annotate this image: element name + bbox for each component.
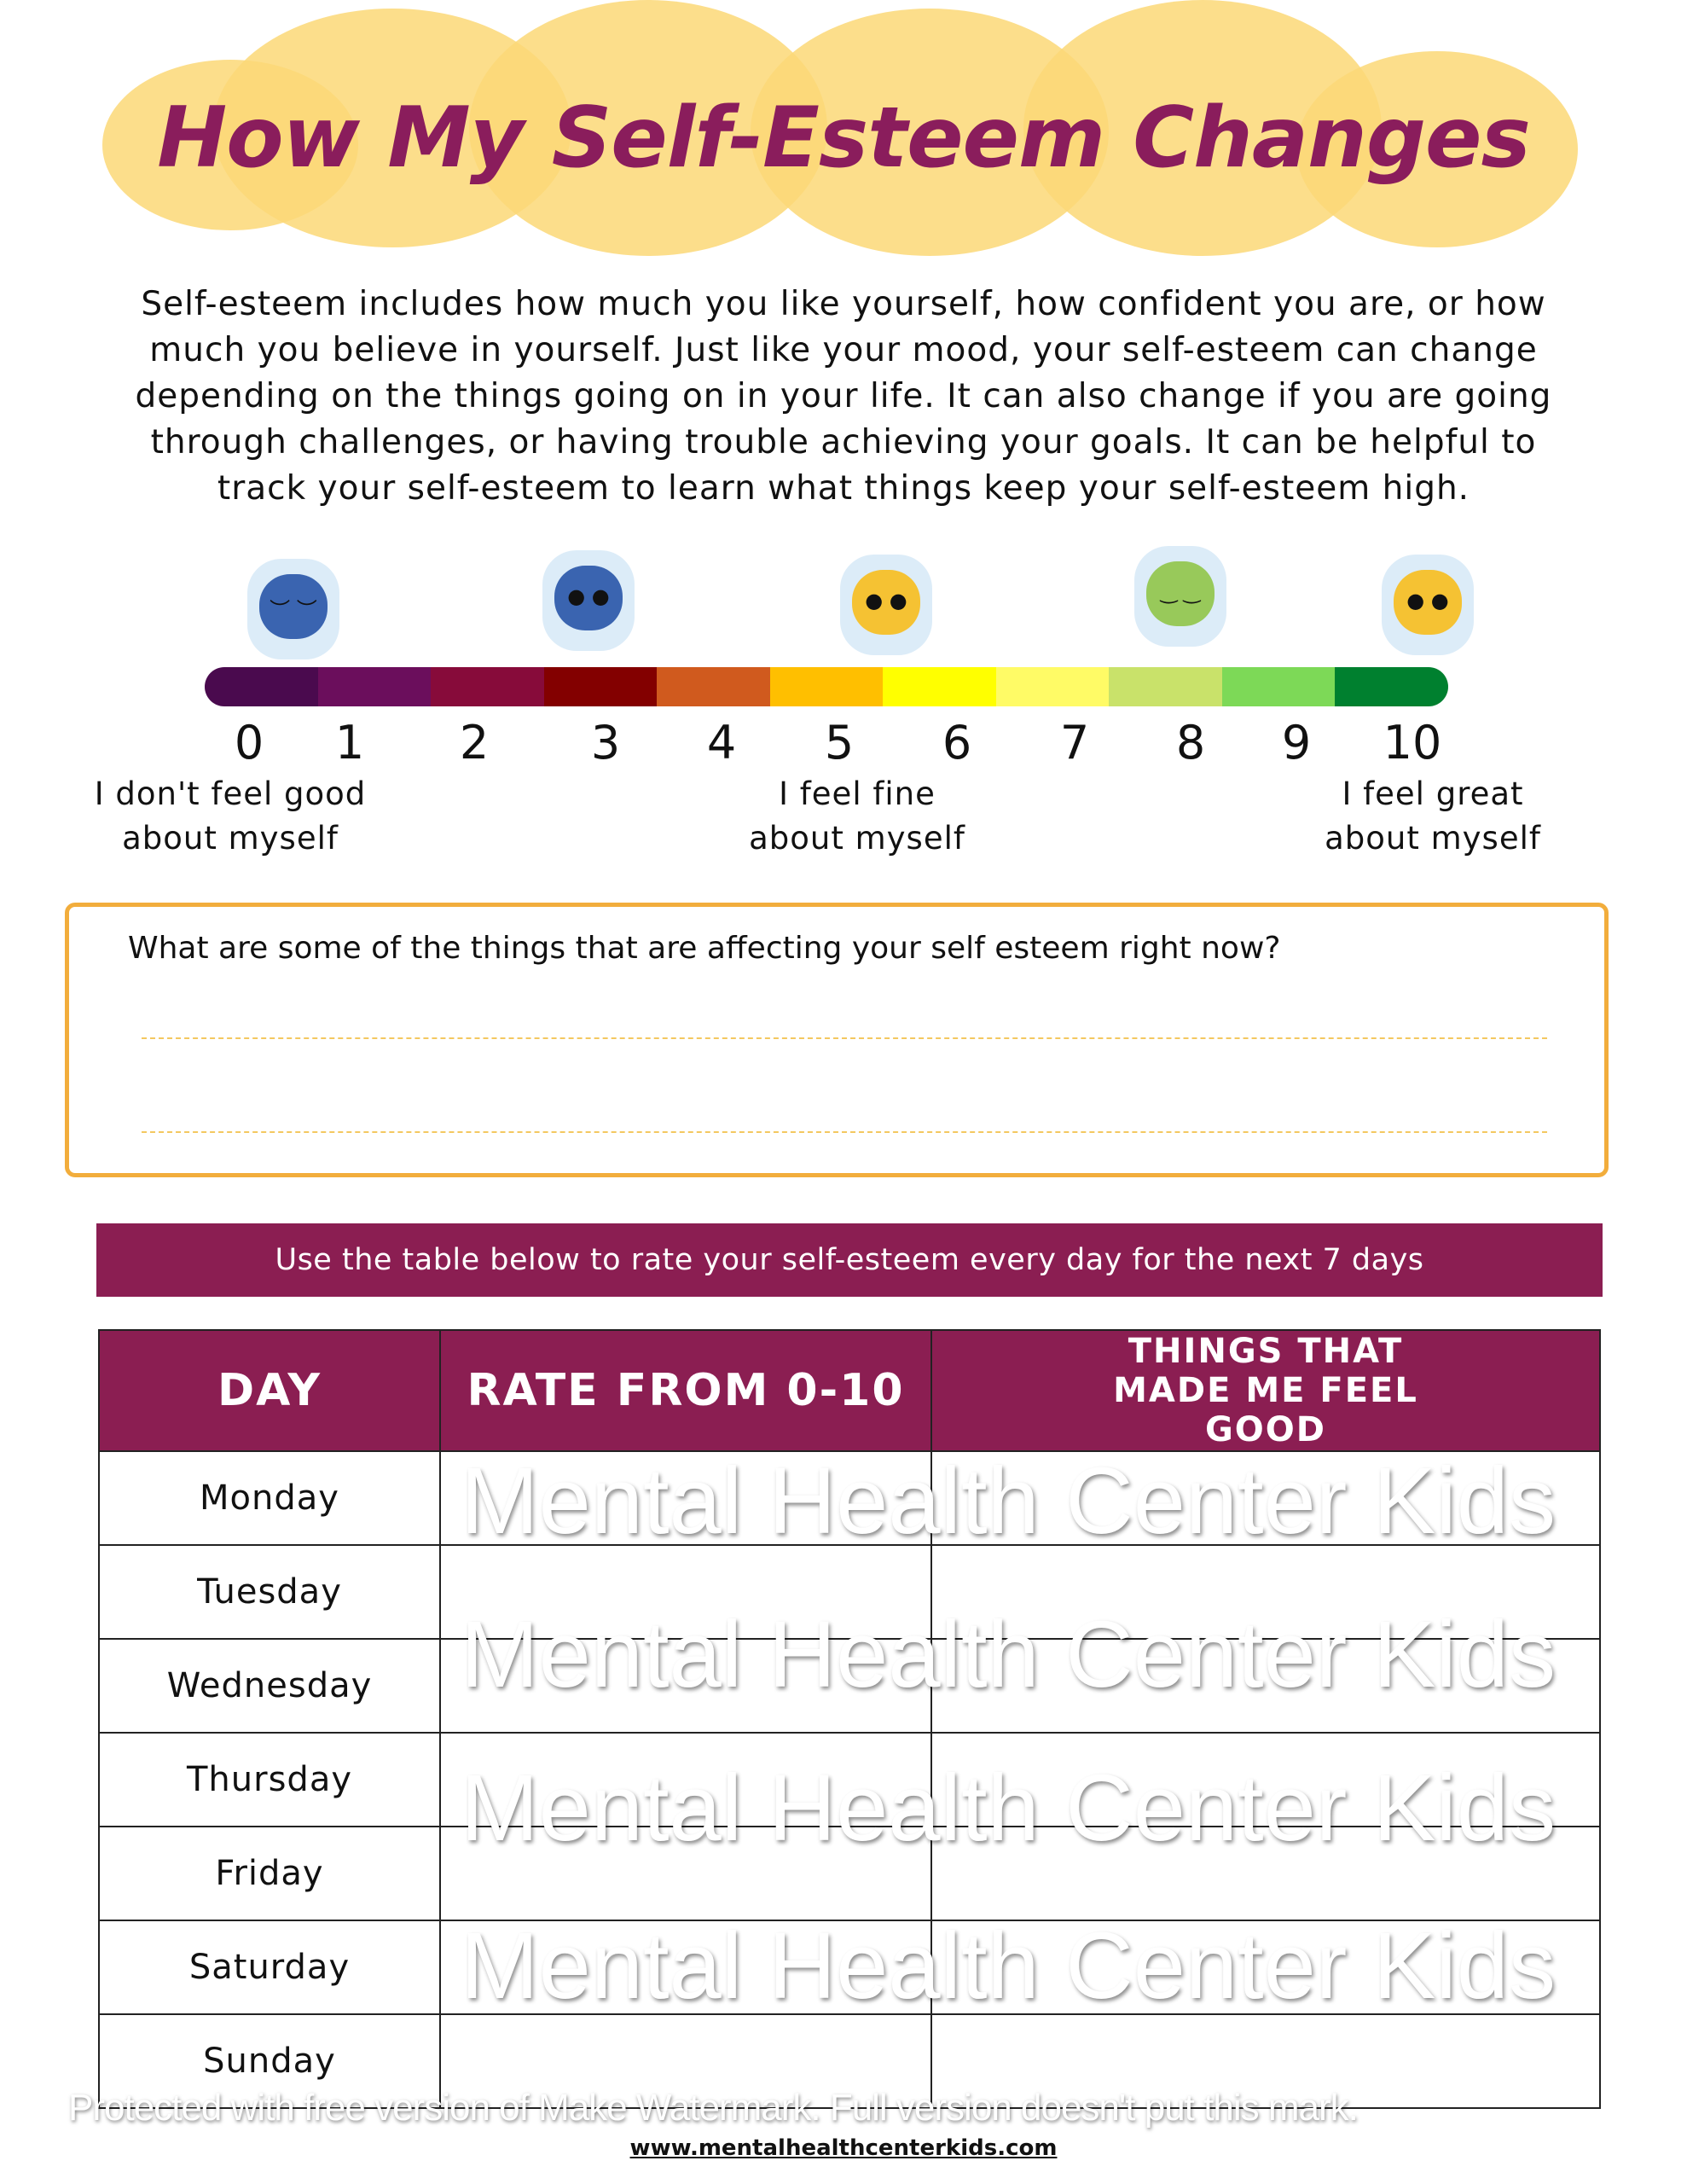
rating-table: DAY RATE FROM 0-10 THINGS THAT MADE ME F… xyxy=(98,1329,1601,2109)
watermark: Mental Health Center Kids xyxy=(461,1914,1556,2018)
scale-number: 6 xyxy=(942,716,972,770)
day-cell: Saturday xyxy=(98,1920,441,2015)
label-high-line: about myself xyxy=(1325,820,1541,857)
table-instructions-banner: Use the table below to rate your self-es… xyxy=(96,1223,1603,1297)
table-row: Saturday xyxy=(98,1920,1601,2015)
calm-green-brain-icon: ‿ ‿ xyxy=(1134,546,1226,647)
label-mid-line: about myself xyxy=(749,820,965,857)
scale-number: 0 xyxy=(234,716,264,770)
watermark: Mental Health Center Kids xyxy=(461,1602,1556,1707)
question-text: What are some of the things that are aff… xyxy=(128,931,1281,966)
rating-cell[interactable] xyxy=(439,1638,932,1734)
table-row: Thursday xyxy=(98,1732,1601,1827)
footer-link[interactable]: www.mentalhealthcenterkids.com xyxy=(629,2135,1058,2161)
scale-number: 2 xyxy=(459,716,490,770)
header-things: THINGS THAT MADE ME FEEL GOOD xyxy=(930,1329,1601,1452)
scale-segment-9 xyxy=(1221,667,1336,706)
watermark: Mental Health Center Kids xyxy=(461,1449,1556,1554)
neutral-yellow-brain-icon: ● ● xyxy=(840,555,932,655)
page-title: How My Self-Esteem Changes xyxy=(157,90,1531,187)
label-high: I feel great about myself xyxy=(1284,772,1582,861)
rating-cell[interactable] xyxy=(439,1732,932,1827)
question-box xyxy=(65,903,1609,1177)
label-low-line: I don't feel good xyxy=(94,775,367,812)
scale-number: 3 xyxy=(590,716,621,770)
things-cell[interactable] xyxy=(930,2013,1601,2109)
scale-number: 1 xyxy=(334,716,365,770)
things-cell[interactable] xyxy=(930,1450,1601,1546)
table-row: Friday xyxy=(98,1826,1601,1921)
writing-line[interactable] xyxy=(142,1131,1547,1133)
rating-cell[interactable] xyxy=(439,2013,932,2109)
header-day: DAY xyxy=(98,1329,441,1452)
table-row: Sunday xyxy=(98,2013,1601,2109)
scale-segment-0 xyxy=(205,667,318,706)
rating-cell[interactable] xyxy=(439,1544,932,1640)
scale-number: 5 xyxy=(824,716,855,770)
rating-cell[interactable] xyxy=(439,1826,932,1921)
things-cell[interactable] xyxy=(930,1826,1601,1921)
intro-paragraph: Self-esteem includes how much you like y… xyxy=(135,285,1552,508)
scale-segment-6 xyxy=(883,667,996,706)
scale-segment-8 xyxy=(1109,667,1222,706)
label-high-line: I feel great xyxy=(1342,775,1524,812)
day-cell: Tuesday xyxy=(98,1544,441,1640)
day-cell: Monday xyxy=(98,1450,441,1546)
sad-blue-brain-icon: ● ● xyxy=(542,550,635,651)
watermark: Mental Health Center Kids xyxy=(461,1756,1556,1861)
scale-segment-7 xyxy=(995,667,1110,706)
label-low-line: about myself xyxy=(122,820,339,857)
scale-number: 9 xyxy=(1281,716,1312,770)
label-mid: I feel fine about myself xyxy=(708,772,1006,861)
crying-blue-brain-icon: ︶ ︶ xyxy=(247,559,339,659)
header-rate: RATE FROM 0-10 xyxy=(439,1329,932,1452)
rating-cell[interactable] xyxy=(439,1450,932,1546)
things-cell[interactable] xyxy=(930,1920,1601,2015)
table-row: Monday xyxy=(98,1450,1601,1546)
label-mid-line: I feel fine xyxy=(779,775,936,812)
table-row: Tuesday xyxy=(98,1544,1601,1640)
scale-segment-1 xyxy=(317,667,432,706)
scale-segment-2 xyxy=(431,667,544,706)
day-cell: Thursday xyxy=(98,1732,441,1827)
things-cell[interactable] xyxy=(930,1638,1601,1734)
things-cell[interactable] xyxy=(930,1732,1601,1827)
watermark-notice: Protected with free version of Make Wate… xyxy=(68,2087,1359,2129)
scale-number: 8 xyxy=(1175,716,1206,770)
scale-number: 4 xyxy=(706,716,737,770)
scale-segment-3 xyxy=(543,667,658,706)
self-esteem-scale-bar xyxy=(205,667,1448,706)
day-cell: Sunday xyxy=(98,2013,441,2109)
day-cell: Friday xyxy=(98,1826,441,1921)
scale-segment-10 xyxy=(1335,667,1448,706)
scale-segment-4 xyxy=(657,667,770,706)
rating-cell[interactable] xyxy=(439,1920,932,2015)
happy-yellow-brain-icon: ● ● xyxy=(1382,555,1474,655)
table-row: Wednesday xyxy=(98,1638,1601,1734)
scale-number: 10 xyxy=(1383,716,1442,770)
scale-number: 7 xyxy=(1059,716,1090,770)
things-cell[interactable] xyxy=(930,1544,1601,1640)
writing-line[interactable] xyxy=(142,1037,1547,1039)
label-low: I don't feel good about myself xyxy=(81,772,380,861)
day-cell: Wednesday xyxy=(98,1638,441,1734)
header-things-label: THINGS THAT MADE ME FEEL GOOD xyxy=(1113,1332,1418,1449)
scale-segment-5 xyxy=(769,667,884,706)
